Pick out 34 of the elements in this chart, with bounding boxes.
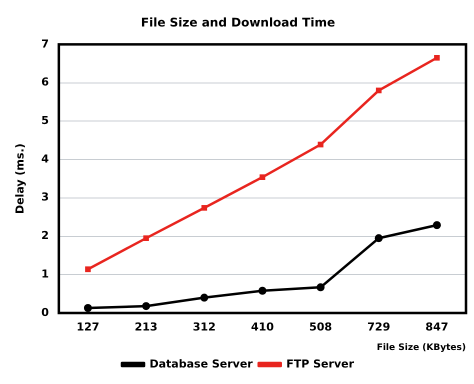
- y-tick-label: 0: [41, 306, 50, 319]
- point: [376, 88, 382, 94]
- y-tick-label: 2: [41, 229, 49, 242]
- point: [318, 142, 324, 148]
- y-tick-label: 4: [41, 152, 50, 166]
- chart-title: File Size and Download Time: [140, 15, 336, 30]
- y-tick-label: 5: [41, 114, 49, 127]
- point: [142, 302, 150, 310]
- x-tick-label: 410: [250, 320, 274, 334]
- x-tick-label: 729: [367, 320, 390, 334]
- x-tick-label: 847: [425, 320, 448, 334]
- x-tick-label: 127: [76, 320, 100, 334]
- y-tick-label: 6: [41, 76, 50, 89]
- y-tick-label: 1: [41, 267, 49, 280]
- point: [258, 286, 266, 295]
- point: [84, 304, 92, 312]
- x-tick-label: 508: [309, 320, 332, 334]
- y-axis-title: Delay (ms.): [13, 143, 26, 214]
- point: [200, 294, 208, 302]
- y-tick-label: 3: [41, 190, 49, 204]
- point: [434, 55, 440, 61]
- x-tick-label: 312: [192, 320, 216, 334]
- legend-label: FTP Server: [286, 357, 355, 370]
- point: [316, 283, 325, 292]
- x-tick-label: 213: [134, 320, 158, 334]
- point: [432, 221, 441, 230]
- point: [374, 234, 383, 242]
- point: [143, 235, 149, 242]
- point: [260, 174, 266, 180]
- point: [201, 205, 208, 211]
- x-axis-title: File Size (KBytes): [376, 342, 466, 353]
- y-tick-label: 7: [41, 37, 49, 50]
- point: [85, 266, 91, 272]
- legend-label: Database Server: [150, 357, 254, 370]
